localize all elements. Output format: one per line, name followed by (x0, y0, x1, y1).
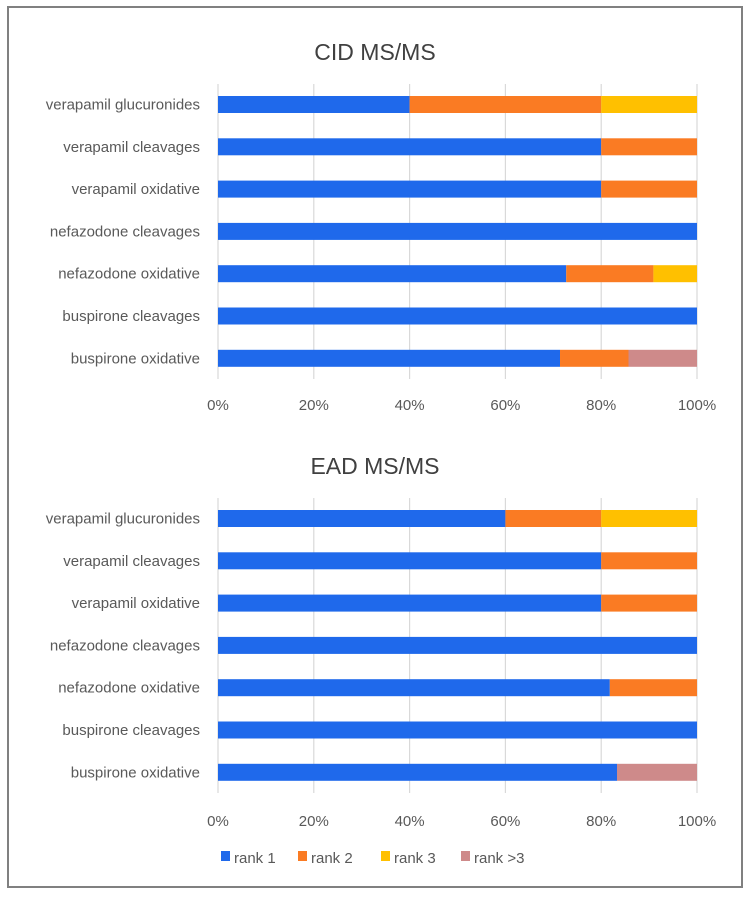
bar-segment-rank-2 (601, 552, 697, 570)
bar-segment-rank-2 (601, 180, 697, 198)
legend-swatch (221, 851, 230, 861)
category-label: verapamil cleavages (63, 139, 200, 156)
x-tick-label: 80% (586, 813, 616, 830)
category-label: nefazodone cleavages (50, 637, 200, 654)
bar-segment-rank-1 (218, 763, 618, 781)
category-label: buspirone oxidative (71, 764, 200, 781)
legend-label: rank 1 (234, 850, 276, 867)
category-label: verapamil glucuronides (46, 97, 200, 114)
legend-label: rank 3 (394, 850, 436, 867)
category-label: buspirone cleavages (62, 308, 200, 325)
bar-segment-rank-2 (560, 349, 629, 367)
category-label: nefazodone oxidative (58, 680, 200, 697)
bar-segment-rank-2 (505, 510, 602, 527)
category-label: nefazodone oxidative (58, 266, 200, 283)
bar-segment-rank-1 (218, 636, 697, 654)
bar-segment-rank-1 (218, 307, 697, 325)
bar-segment-rank-3 (628, 349, 697, 367)
category-label: verapamil oxidative (72, 181, 200, 198)
bar-segment-rank-2 (601, 138, 697, 156)
category-label: buspirone oxidative (71, 350, 200, 367)
x-tick-label: 40% (395, 813, 425, 830)
bar-segment-rank-1 (218, 96, 410, 113)
category-label: verapamil oxidative (72, 595, 200, 612)
x-tick-label: 20% (299, 813, 329, 830)
x-tick-label: 100% (678, 813, 716, 830)
x-tick-label: 60% (490, 813, 520, 830)
bar-segment-rank-3 (653, 265, 697, 283)
category-label: buspirone cleavages (62, 722, 200, 739)
legend-swatch (298, 851, 307, 861)
bar-segment-rank-1 (218, 349, 561, 367)
chart-title: EAD MS/MS (310, 453, 439, 479)
x-tick-label: 100% (678, 397, 716, 414)
bar-segment-rank-2 (566, 265, 654, 283)
category-label: nefazodone cleavages (50, 223, 200, 240)
legend-swatch (461, 851, 470, 861)
legend-swatch (381, 851, 390, 861)
bar-segment-rank-3 (617, 763, 697, 781)
bar-segment-rank-1 (218, 510, 506, 527)
legend-label: rank 2 (311, 850, 353, 867)
category-label: verapamil glucuronides (46, 511, 200, 528)
bar-segment-rank-2 (609, 679, 697, 697)
bar-segment-rank-1 (218, 594, 602, 612)
x-tick-label: 20% (299, 397, 329, 414)
bar-segment-rank-3 (601, 96, 697, 113)
bar-segment-rank-1 (218, 265, 567, 283)
x-tick-label: 40% (395, 397, 425, 414)
bar-segment-rank-1 (218, 222, 697, 240)
bar-segment-rank-2 (409, 96, 602, 113)
bar-segment-rank-1 (218, 180, 602, 198)
category-label: verapamil cleavages (63, 553, 200, 570)
x-tick-label: 0% (207, 397, 229, 414)
bar-segment-rank-1 (218, 679, 610, 697)
bar-segment-rank-3 (601, 510, 697, 527)
x-tick-label: 0% (207, 813, 229, 830)
x-tick-label: 60% (490, 397, 520, 414)
chart-title: CID MS/MS (314, 39, 435, 65)
bar-segment-rank-1 (218, 721, 697, 739)
bar-segment-rank-2 (601, 594, 697, 612)
bar-segment-rank-1 (218, 552, 602, 570)
legend-label: rank >3 (474, 850, 524, 867)
bar-segment-rank-1 (218, 138, 602, 156)
x-tick-label: 80% (586, 397, 616, 414)
